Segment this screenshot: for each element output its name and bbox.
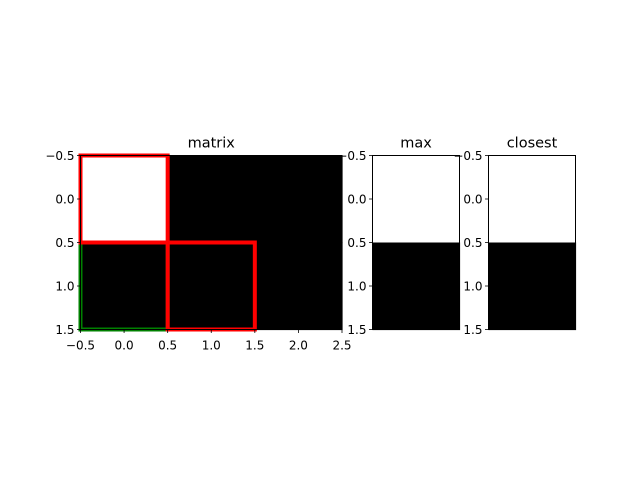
y-tick-label: 1.5 [463,323,482,337]
y-tick-label: −0.5 [453,149,482,163]
closest-cell [488,155,577,244]
y-tick-label: 0.0 [463,193,482,207]
matrix-cell [254,155,343,244]
y-tick-label: −0.5 [45,149,74,163]
max-title: max [400,136,432,152]
x-tick-label: 2.5 [332,339,351,353]
y-tick-label: 1.5 [347,323,366,337]
y-tick-label: 0.0 [347,193,366,207]
max-axes: max −0.5 0.0 0.5 1.0 1.5 [337,136,461,337]
matrix-cell [80,155,169,244]
x-tick-label: 0.0 [115,339,134,353]
matrix-axes: matrix −0.5 0.0 0.5 1.0 1.5 −0.5 0.0 0.5 1.0 1.5 2.… [45,136,351,353]
matrix-cell [167,155,256,244]
y-tick-label: 0.5 [347,236,366,250]
closest-axes: closest −0.5 0.0 0.5 1.0 1.5 [453,136,577,337]
y-tick-label: 1.0 [463,280,482,294]
y-tick-label: 0.5 [55,236,74,250]
x-tick-label: 1.0 [202,339,221,353]
y-tick-label: 0.0 [55,193,74,207]
matrix-title: matrix [188,136,236,152]
y-tick-label: 1.0 [55,280,74,294]
x-tick-label: 2.0 [289,339,308,353]
max-cell [372,155,461,244]
matrix-cell [167,242,256,331]
matrix-cell [254,242,343,331]
max-cell [372,242,461,331]
matrix-cell [80,242,169,331]
x-tick-label: 0.5 [158,339,177,353]
closest-title: closest [507,136,558,152]
closest-cell [488,242,577,331]
x-tick-label: −0.5 [66,339,95,353]
y-tick-label: 1.5 [55,323,74,337]
x-tick-label: 1.5 [245,339,264,353]
y-tick-label: 0.5 [463,236,482,250]
y-tick-label: 1.0 [347,280,366,294]
y-tick-label: −0.5 [337,149,366,163]
